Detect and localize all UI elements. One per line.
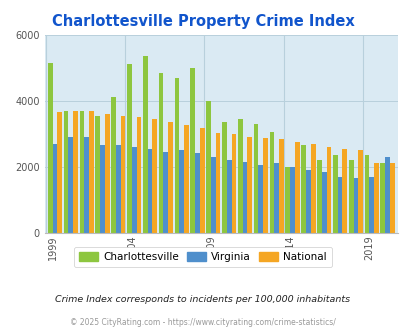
Bar [127,64,132,233]
Bar [373,163,378,233]
Bar [206,101,211,233]
Bar [111,97,116,233]
Bar [211,157,215,233]
Bar [84,137,89,233]
Bar [168,122,173,233]
Bar [190,68,195,233]
Bar [258,165,262,233]
Bar [68,137,73,233]
Text: Crime Index corresponds to incidents per 100,000 inhabitants: Crime Index corresponds to incidents per… [55,295,350,304]
Bar [152,119,157,233]
Bar [379,163,384,233]
Bar [57,112,62,233]
Bar [48,63,53,233]
Bar [294,142,299,233]
Bar [163,152,168,233]
Bar [357,150,362,233]
Bar [231,134,236,233]
Bar [179,150,183,233]
Bar [120,116,125,233]
Bar [389,163,394,233]
Bar [64,111,68,233]
Bar [195,153,199,233]
Text: © 2025 CityRating.com - https://www.cityrating.com/crime-statistics/: © 2025 CityRating.com - https://www.city… [70,318,335,327]
Bar [326,147,330,233]
Bar [316,160,321,233]
Bar [100,145,104,233]
Bar [353,178,357,233]
Bar [242,162,247,233]
Bar [305,170,310,233]
Bar [158,73,163,233]
Bar [199,128,204,233]
Text: Charlottesville Property Crime Index: Charlottesville Property Crime Index [51,14,354,29]
Bar [53,144,57,233]
Bar [222,122,226,233]
Bar [369,177,373,233]
Bar [341,148,346,233]
Bar [73,111,78,233]
Bar [285,167,290,233]
Bar [321,172,326,233]
Bar [147,148,152,233]
Bar [348,160,353,233]
Bar [262,138,267,233]
Bar [384,157,389,233]
Bar [337,177,341,233]
Bar [174,78,179,233]
Bar [332,155,337,233]
Bar [274,163,278,233]
Bar [136,117,141,233]
Bar [215,133,220,233]
Bar [104,114,109,233]
Bar [183,125,188,233]
Bar [226,160,231,233]
Legend: Charlottesville, Virginia, National: Charlottesville, Virginia, National [74,247,331,267]
Bar [247,137,252,233]
Bar [364,155,369,233]
Bar [290,167,294,233]
Bar [237,119,242,233]
Bar [269,132,274,233]
Bar [278,139,283,233]
Bar [310,144,315,233]
Bar [132,147,136,233]
Bar [143,56,147,233]
Bar [253,124,258,233]
Bar [301,145,305,233]
Bar [89,111,94,233]
Bar [116,145,120,233]
Bar [95,115,100,233]
Bar [79,111,84,233]
